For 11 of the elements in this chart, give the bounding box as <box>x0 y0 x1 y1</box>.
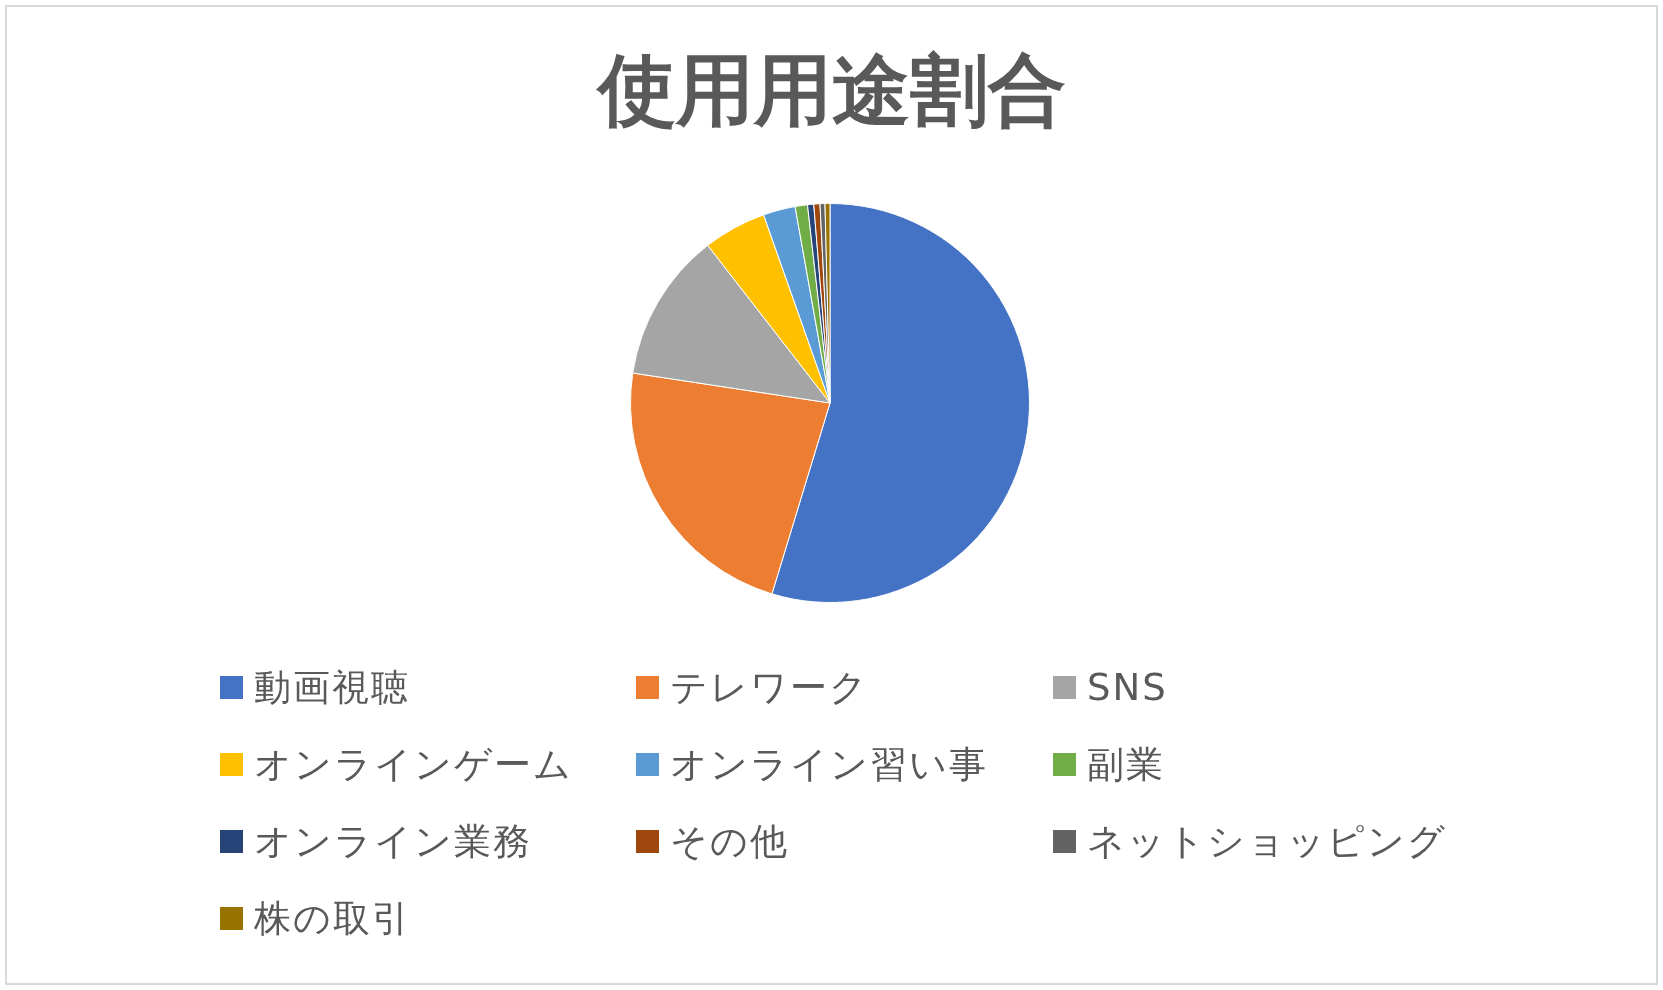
chart-title: 使用用途割合 <box>595 44 1067 137</box>
legend-label: オンラインゲーム <box>254 741 573 788</box>
legend-label: ネットショッピング <box>1087 818 1447 865</box>
legend-label: SNS <box>1087 664 1168 711</box>
legend-label: 副業 <box>1087 741 1165 788</box>
legend-label: オンライン業務 <box>254 818 532 865</box>
legend-label: 株の取引 <box>254 895 411 942</box>
legend-label: オンライン習い事 <box>670 741 988 788</box>
legend-label: 動画視聴 <box>254 664 410 711</box>
legend-label: その他 <box>670 818 789 865</box>
legend-label: テレワーク <box>670 664 869 711</box>
